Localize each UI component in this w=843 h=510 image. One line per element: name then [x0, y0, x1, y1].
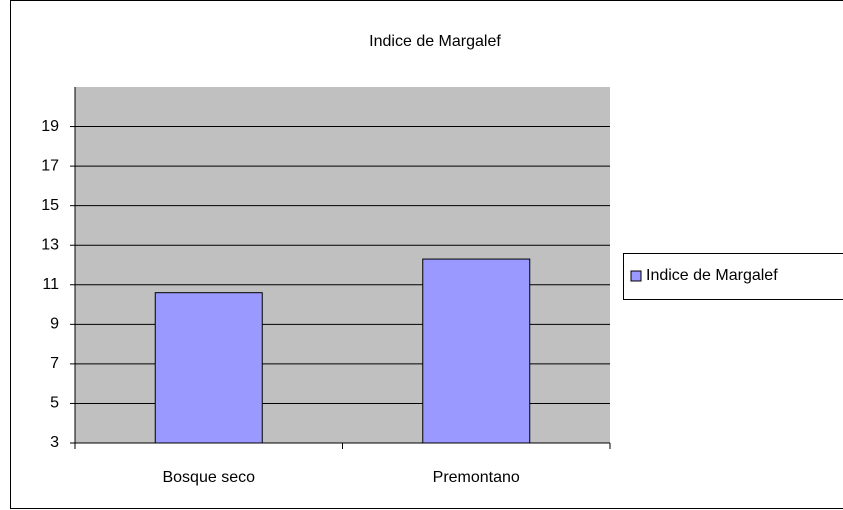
y-tick-label: 19 — [41, 118, 59, 135]
legend-label: Indice de Margalef — [646, 267, 778, 284]
bar — [422, 258, 531, 444]
chart-title: Indice de Margalef — [369, 33, 501, 50]
y-tick-label: 7 — [50, 355, 59, 372]
y-tick-label: 3 — [50, 434, 59, 451]
y-tick-label: 15 — [41, 197, 59, 214]
y-tick-label: 9 — [50, 316, 59, 333]
x-tick-label: Premontano — [433, 469, 520, 486]
x-tick-label: Bosque seco — [162, 469, 255, 486]
y-tick-label: 13 — [41, 236, 59, 253]
y-tick-label: 5 — [50, 395, 59, 412]
bar — [154, 292, 263, 444]
y-tick-label: 11 — [42, 276, 59, 293]
legend-box — [623, 253, 843, 300]
legend-swatch — [630, 270, 642, 282]
y-tick-label: 17 — [41, 157, 59, 174]
